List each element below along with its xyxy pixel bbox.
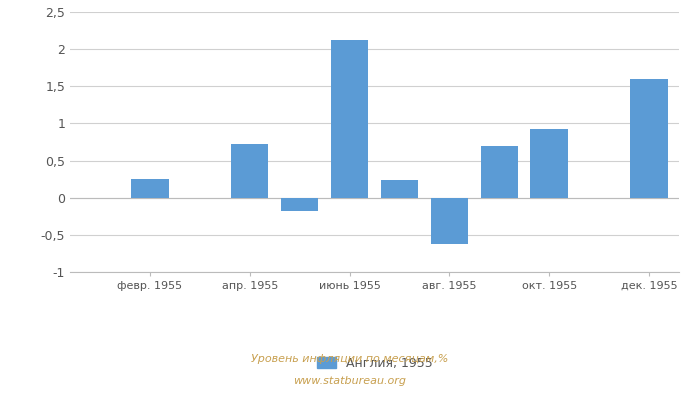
Bar: [630, 79, 668, 198]
Bar: [430, 198, 468, 244]
Bar: [381, 180, 418, 198]
Bar: [131, 179, 169, 198]
Bar: [531, 129, 568, 198]
Bar: [331, 40, 368, 198]
Bar: [281, 198, 318, 211]
Legend: Англия, 1955: Англия, 1955: [312, 352, 438, 375]
Bar: [481, 146, 518, 198]
Text: www.statbureau.org: www.statbureau.org: [293, 376, 407, 386]
Bar: [231, 144, 268, 198]
Text: Уровень инфляции по месяцам,%: Уровень инфляции по месяцам,%: [251, 354, 449, 364]
